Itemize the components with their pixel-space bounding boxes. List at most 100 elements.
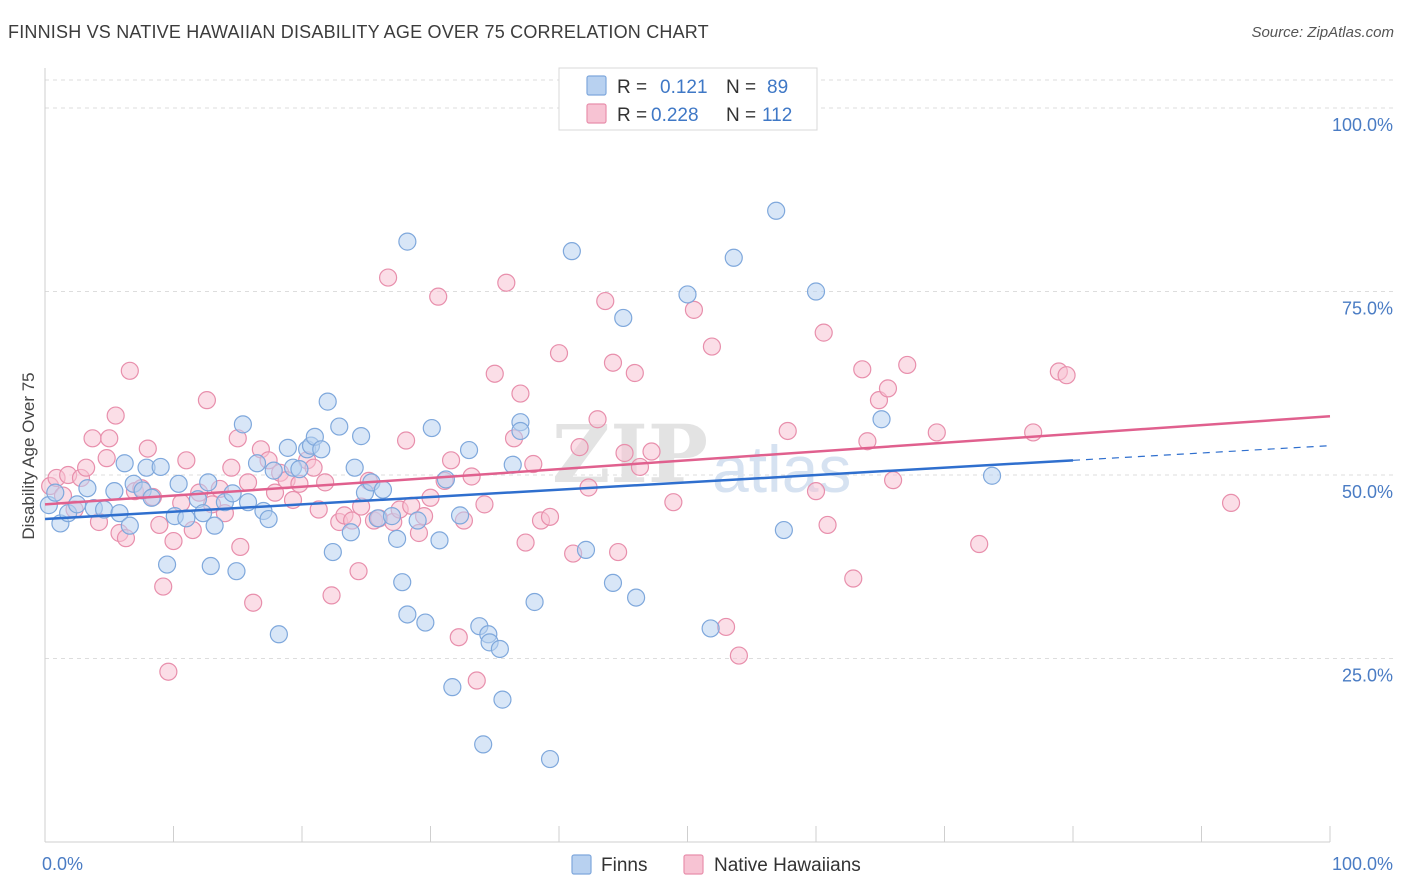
- finns-point-10: [115, 454, 134, 473]
- finns-point-83: [701, 619, 720, 638]
- finns-point-31: [247, 454, 267, 473]
- legend-r-label-hawaiian: R =: [617, 105, 647, 126]
- legend-n-label-hawaiian: N =: [726, 105, 756, 126]
- series-legend-finns: Finns: [601, 855, 647, 876]
- series-legend-swatch-finns: [571, 854, 592, 875]
- trend-lines: [44, 415, 1331, 521]
- hawaiian-point-82: [570, 438, 589, 457]
- legend-r-finns: 0.121: [660, 77, 708, 98]
- hawaiian-point-89: [625, 363, 644, 383]
- hawaiian-point-73: [497, 273, 516, 292]
- hawaiian-point-93: [684, 300, 704, 319]
- series-legend-hawaiian: Native Hawaiians: [714, 855, 861, 876]
- hawaiian-point-64: [429, 287, 448, 306]
- hawaiian-point-91: [642, 442, 661, 461]
- hawaiian-point-9: [97, 449, 116, 468]
- finns-point-87: [806, 282, 826, 301]
- finns-point-65: [459, 440, 479, 460]
- finns-point-16: [151, 457, 170, 477]
- finns-point-35: [269, 625, 288, 644]
- finns-point-60: [422, 418, 441, 438]
- correlation-legend: R = 0.121 N = 89 R = 0.228 N = 112: [558, 67, 818, 131]
- finns-point-59: [416, 613, 435, 632]
- finns-point-76: [540, 749, 560, 769]
- source-label: Source: ZipAtlas.com: [1251, 24, 1394, 41]
- finns-point-48: [352, 427, 371, 446]
- hawaiian-point-19: [150, 515, 169, 535]
- hawaiian-point-6: [77, 458, 96, 477]
- finns-point-38: [290, 460, 309, 479]
- hawaiian-point-102: [853, 360, 872, 379]
- finns-point-27: [223, 484, 242, 503]
- hawaiian-point-72: [485, 364, 504, 383]
- hawaiian-point-75: [511, 384, 530, 403]
- series-legend: Finns Native Hawaiians: [571, 854, 861, 876]
- finns-point-88: [872, 410, 891, 429]
- hawaiian-point-22: [164, 531, 183, 551]
- hawaiian-point-21: [159, 662, 178, 681]
- y-tick-label-0: 25.0%: [1342, 666, 1393, 686]
- axes: [44, 68, 1331, 843]
- finns-point-62: [436, 470, 456, 489]
- finns-point-4: [68, 495, 87, 514]
- finns-point-67: [474, 735, 493, 754]
- hawaiian-point-103: [858, 432, 877, 451]
- hawaiian-point-33: [231, 537, 250, 557]
- finns-point-19: [169, 474, 188, 493]
- finns-point-55: [393, 573, 412, 592]
- legend-n-hawaiian: 112: [762, 105, 792, 126]
- legend-swatch-finns: [586, 75, 607, 96]
- hawaiian-point-113: [1221, 493, 1241, 513]
- hawaiian-point-109: [970, 534, 989, 554]
- grid: [45, 79, 1393, 660]
- finns-point-78: [576, 540, 596, 559]
- finns-point-82: [678, 285, 697, 304]
- finns-point-79: [603, 573, 623, 593]
- hawaiian-point-112: [1057, 366, 1076, 385]
- hawaiian-point-71: [475, 495, 494, 514]
- hawaiian-point-84: [588, 410, 607, 429]
- finns-point-70: [490, 639, 509, 659]
- finns-point-89: [982, 466, 1002, 485]
- hawaiian-point-14: [120, 361, 139, 380]
- finns-point-58: [408, 511, 427, 530]
- y-tick-label-2: 75.0%: [1342, 299, 1393, 319]
- hawaiian-point-80: [549, 344, 569, 363]
- hawaiian-point-87: [609, 542, 628, 562]
- finns-point-74: [511, 421, 530, 441]
- hawaiian-point-88: [615, 443, 634, 463]
- finns-point-8: [105, 482, 124, 501]
- x-tick-label-max: 100.0%: [1332, 854, 1393, 874]
- finns-point-47: [345, 458, 364, 477]
- hawaiian-point-92: [664, 493, 683, 512]
- finns-point-28: [227, 562, 246, 581]
- finns-point-45: [330, 417, 349, 436]
- hawaiian-point-24: [177, 451, 196, 470]
- finns-point-5: [78, 479, 97, 498]
- hawaiian-point-90: [630, 457, 650, 477]
- hawaiian-point-51: [349, 562, 368, 581]
- finns-point-86: [774, 520, 793, 540]
- finns-point-64: [450, 506, 470, 525]
- hawaiian-point-31: [222, 458, 241, 477]
- hawaiian-point-46: [316, 473, 335, 492]
- finns-point-61: [430, 531, 449, 550]
- finns-point-80: [614, 308, 633, 328]
- hawaiian-point-85: [596, 291, 615, 311]
- finns-point-44: [323, 542, 342, 562]
- x-tick-label-min: 0.0%: [42, 854, 83, 874]
- hawaiian-point-98: [806, 482, 826, 501]
- y-axis-title: Disability Age Over 75: [19, 372, 38, 539]
- finns-point-24: [201, 556, 220, 576]
- hawaiian-point-47: [322, 586, 341, 605]
- legend-swatch-hawaiian: [586, 103, 607, 124]
- finns-trend-line: [44, 459, 1074, 521]
- finns-point-54: [387, 529, 407, 548]
- hawaiian-point-66: [441, 451, 461, 470]
- legend-r-hawaiian: 0.228: [651, 105, 699, 126]
- hawaiian-point-77: [524, 454, 543, 474]
- finns-point-23: [199, 473, 218, 492]
- y-tick-label-1: 50.0%: [1342, 482, 1393, 502]
- finns-point-52: [373, 480, 393, 499]
- hawaiian-point-34: [238, 473, 258, 492]
